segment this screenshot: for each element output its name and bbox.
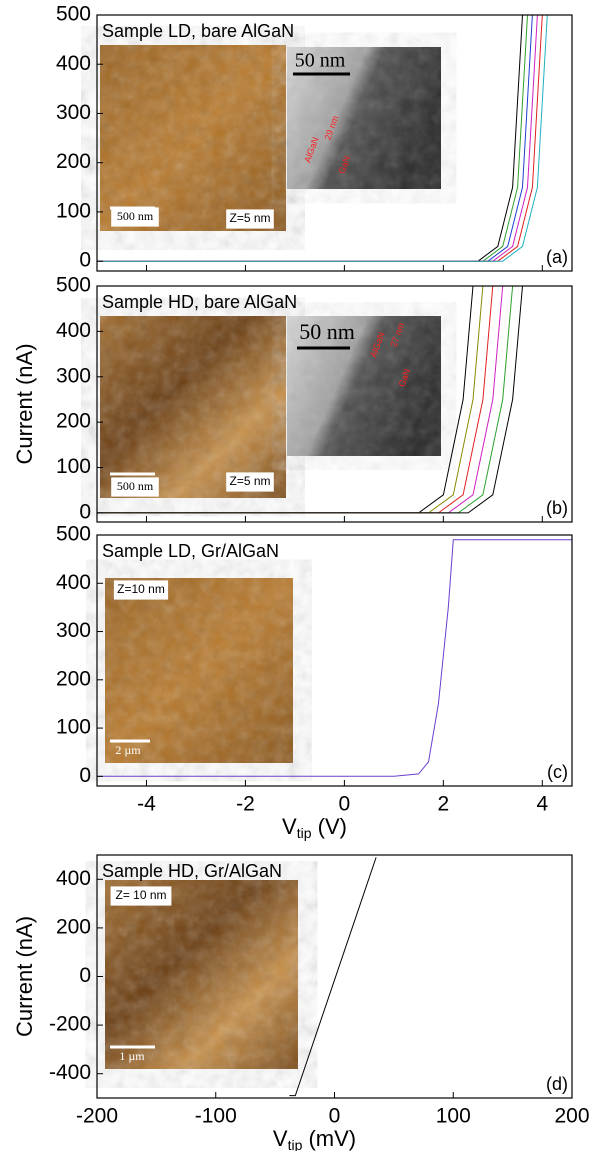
y-axis-label: Current (nA) — [12, 916, 37, 1037]
x-tick-label: 4 — [536, 793, 548, 816]
x-label-var: V — [282, 814, 297, 839]
image-texture — [105, 880, 298, 1069]
plot-frame — [96, 285, 573, 523]
y-tick-label: 200 — [56, 667, 91, 690]
panel-title: Sample LD, Gr/AlGaN — [102, 541, 279, 561]
label-box — [226, 209, 274, 229]
inset-label: Z=5 nm — [229, 474, 270, 488]
x-tick-label: -100 — [195, 1105, 237, 1128]
image-texture — [287, 316, 441, 456]
x-tick-label: -4 — [137, 793, 156, 816]
y-tick-label: 400 — [56, 571, 91, 594]
inset-label: 500 nm — [117, 209, 154, 223]
x-label-sub: tip — [297, 825, 312, 841]
y-tick-label: 400 — [56, 52, 91, 75]
label-box — [226, 472, 274, 492]
curve — [97, 15, 572, 262]
inset-label: 2 µm — [115, 743, 141, 757]
panel-label: (c) — [547, 762, 568, 782]
y-tick-label: 0 — [79, 500, 91, 523]
inset-label: 1 µm — [119, 1049, 145, 1063]
x-tick-label: -200 — [76, 1105, 118, 1128]
x-label-unit: (V) — [312, 814, 347, 839]
plot-frame — [96, 534, 573, 787]
y-tick-label: 200 — [56, 915, 91, 938]
panel-label: (b) — [546, 498, 568, 518]
x-tick-label: 100 — [436, 1105, 471, 1128]
y-axis-label: Current (nA) — [12, 343, 37, 464]
y-tick-label: 500 — [56, 3, 91, 26]
curve — [289, 857, 377, 1097]
inset-label: 50 nm — [295, 50, 346, 72]
image-texture — [100, 45, 286, 231]
curve — [97, 286, 572, 514]
y-tick-label: 300 — [56, 364, 91, 387]
x-tick-label: 0 — [339, 793, 351, 816]
y-tick-label: 100 — [56, 199, 91, 222]
panel-title: Sample HD, Gr/AlGaN — [102, 861, 282, 881]
y-tick-label: 400 — [56, 319, 91, 342]
y-tick-label: 0 — [79, 964, 91, 987]
y-tick-label: 500 — [56, 274, 91, 297]
label-box — [110, 886, 172, 906]
panel-title: Sample HD, bare AlGaN — [102, 292, 297, 312]
x-axis-label: Vtip (mV) — [273, 1126, 356, 1151]
y-tick-label: 0 — [79, 249, 91, 272]
x-tick-label: 2 — [438, 793, 450, 816]
x-label-unit: (mV) — [302, 1126, 356, 1151]
image-texture — [287, 47, 441, 189]
y-tick-label: 200 — [56, 150, 91, 173]
x-axis-label: Vtip (V) — [282, 814, 347, 841]
y-tick-label: 400 — [56, 867, 91, 890]
y-tick-label: 100 — [56, 455, 91, 478]
inset-label: Z=5 nm — [229, 211, 270, 225]
curve — [97, 539, 572, 777]
y-tick-label: 200 — [56, 410, 91, 433]
x-label-sub: tip — [288, 1137, 303, 1151]
x-tick-label: 0 — [329, 1105, 341, 1128]
inset-label: Z=10 nm — [117, 582, 165, 596]
y-tick-label: 100 — [56, 716, 91, 739]
x-tick-label: 200 — [554, 1105, 589, 1128]
inset-label: 50 nm — [299, 319, 355, 344]
label-box — [113, 580, 169, 600]
plot-frame — [96, 14, 573, 272]
y-tick-label: 300 — [56, 101, 91, 124]
y-tick-label: 500 — [56, 523, 91, 546]
y-tick-label: 0 — [79, 764, 91, 787]
y-tick-label: -200 — [49, 1013, 91, 1036]
inset-label: 500 nm — [117, 479, 154, 493]
image-texture — [100, 316, 286, 498]
label-box — [111, 207, 159, 227]
x-tick-label: -2 — [236, 793, 255, 816]
y-tick-label: 300 — [56, 619, 91, 642]
y-tick-label: -400 — [49, 1061, 91, 1084]
inset-label: Z= 10 nm — [115, 888, 166, 902]
label-box — [111, 477, 159, 497]
image-texture — [105, 578, 293, 763]
panel-label: (a) — [546, 247, 568, 267]
panel-label: (d) — [546, 1074, 568, 1094]
panel-title: Sample LD, bare AlGaN — [102, 21, 294, 41]
x-label-var: V — [273, 1126, 288, 1151]
